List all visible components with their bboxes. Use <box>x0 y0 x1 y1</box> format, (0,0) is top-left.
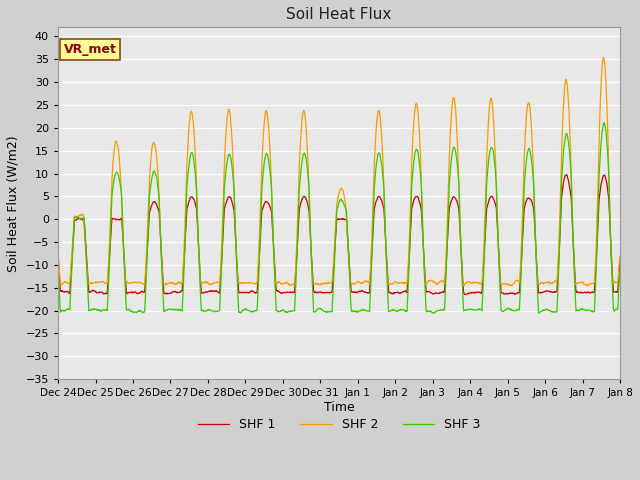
SHF 3 <box>550 309 557 315</box>
SHF 2 <box>600 55 607 60</box>
SHF 1 <box>179 276 187 282</box>
Line: SHF 3: SHF 3 <box>58 123 620 313</box>
SHF 2 <box>500 281 508 287</box>
SHF 3 <box>535 310 543 316</box>
Title: Soil Heat Flux: Soil Heat Flux <box>286 7 392 22</box>
SHF 3 <box>179 292 187 298</box>
SHF 2 <box>616 254 623 260</box>
SHF 2 <box>549 280 557 286</box>
SHF 2 <box>165 280 173 286</box>
SHF 1 <box>242 290 250 296</box>
SHF 3 <box>500 309 508 314</box>
SHF 2 <box>54 249 62 254</box>
SHF 1 <box>563 172 570 178</box>
SHF 1 <box>165 290 173 296</box>
SHF 2 <box>179 270 187 276</box>
SHF 3 <box>242 306 250 312</box>
Legend: SHF 1, SHF 2, SHF 3: SHF 1, SHF 2, SHF 3 <box>193 413 486 436</box>
SHF 3 <box>600 120 608 126</box>
SHF 2 <box>242 280 250 286</box>
SHF 1 <box>500 291 508 297</box>
Line: SHF 2: SHF 2 <box>58 58 620 286</box>
SHF 1 <box>54 252 62 258</box>
SHF 3 <box>54 264 62 270</box>
SHF 3 <box>426 309 434 314</box>
SHF 3 <box>165 306 173 312</box>
SHF 1 <box>461 292 469 298</box>
SHF 1 <box>616 259 623 264</box>
Line: SHF 1: SHF 1 <box>58 175 620 295</box>
Text: VR_met: VR_met <box>63 43 116 56</box>
SHF 2 <box>426 278 434 284</box>
SHF 1 <box>426 289 434 295</box>
SHF 2 <box>584 283 591 289</box>
SHF 3 <box>616 268 623 274</box>
X-axis label: Time: Time <box>324 401 355 414</box>
SHF 1 <box>550 289 557 295</box>
Y-axis label: Soil Heat Flux (W/m2): Soil Heat Flux (W/m2) <box>7 135 20 272</box>
